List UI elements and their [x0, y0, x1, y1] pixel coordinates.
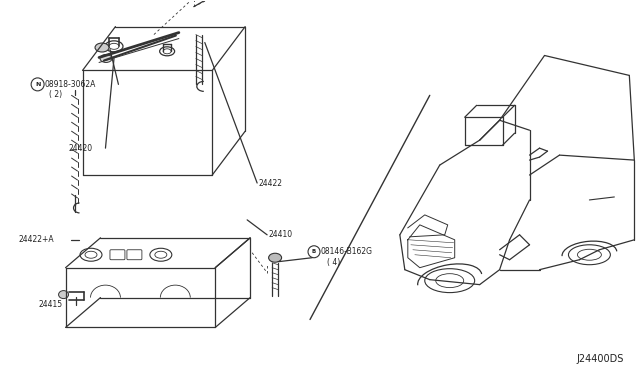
Text: B: B	[312, 249, 316, 254]
Ellipse shape	[95, 43, 109, 52]
Text: 08918-3062A: 08918-3062A	[45, 80, 96, 89]
Text: 24422+A: 24422+A	[19, 235, 54, 244]
Text: ( 4): ( 4)	[327, 258, 340, 267]
Text: N: N	[35, 82, 40, 87]
Text: J24400DS: J24400DS	[577, 355, 625, 364]
Text: 24415: 24415	[38, 300, 63, 309]
Text: 24410: 24410	[268, 230, 292, 239]
Text: 08146-B162G: 08146-B162G	[321, 247, 373, 256]
Ellipse shape	[100, 54, 112, 62]
Text: 24420: 24420	[68, 144, 93, 153]
Text: 24422: 24422	[258, 179, 282, 187]
Text: ( 2): ( 2)	[49, 90, 61, 99]
Ellipse shape	[269, 253, 282, 262]
Ellipse shape	[59, 291, 68, 299]
